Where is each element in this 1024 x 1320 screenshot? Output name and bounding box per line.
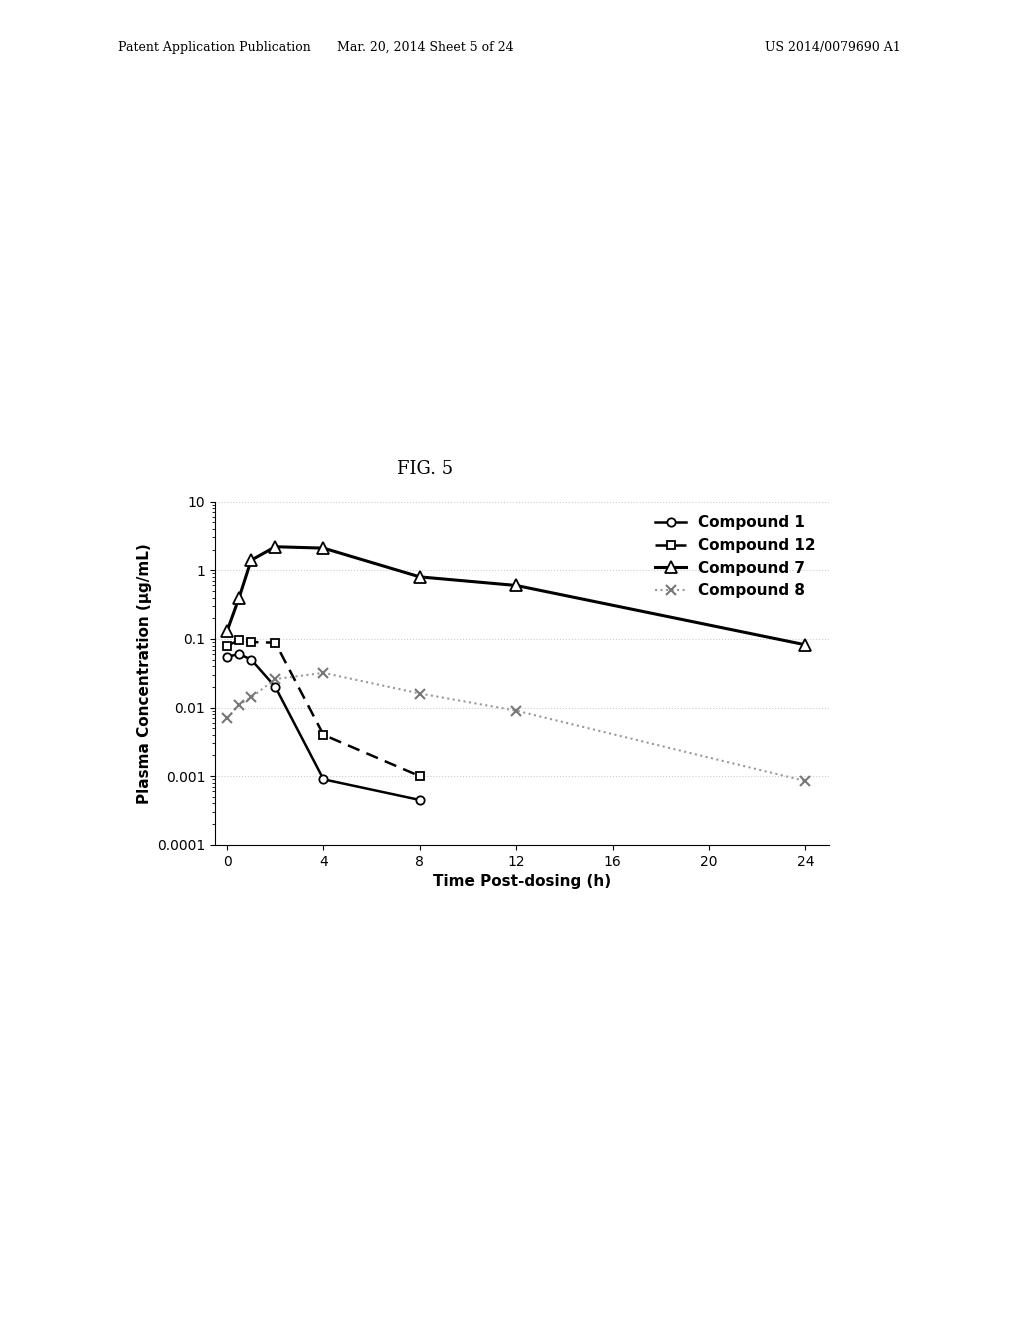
Compound 7 (269, 539, 282, 554)
Text: US 2014/0079690 A1: US 2014/0079690 A1 (765, 41, 901, 54)
Compound 12 (245, 634, 257, 649)
Line: Compound 12: Compound 12 (223, 636, 424, 780)
Text: FIG. 5: FIG. 5 (397, 459, 453, 478)
Compound 1 (221, 649, 233, 665)
Compound 7 (245, 552, 257, 568)
Compound 12 (414, 768, 426, 784)
Legend: Compound 1, Compound 12, Compound 7, Compound 8: Compound 1, Compound 12, Compound 7, Com… (649, 510, 822, 605)
Compound 8 (317, 665, 330, 681)
Compound 1 (414, 792, 426, 808)
Compound 7 (233, 590, 246, 606)
Compound 8 (245, 689, 257, 705)
Compound 8 (510, 702, 522, 718)
Compound 12 (233, 632, 246, 648)
Compound 8 (414, 685, 426, 701)
Compound 8 (269, 671, 282, 686)
Compound 7 (317, 540, 330, 556)
Compound 7 (221, 623, 233, 639)
Compound 8 (799, 774, 811, 789)
Compound 8 (221, 710, 233, 726)
Line: Compound 8: Compound 8 (222, 668, 810, 785)
Compound 8 (233, 697, 246, 713)
Text: Patent Application Publication: Patent Application Publication (118, 41, 310, 54)
Y-axis label: Plasma Concentration (μg/mL): Plasma Concentration (μg/mL) (136, 543, 152, 804)
X-axis label: Time Post-dosing (h): Time Post-dosing (h) (433, 874, 611, 890)
Compound 1 (233, 647, 246, 663)
Compound 12 (317, 727, 330, 743)
Compound 1 (317, 771, 330, 787)
Text: Mar. 20, 2014 Sheet 5 of 24: Mar. 20, 2014 Sheet 5 of 24 (337, 41, 513, 54)
Compound 7 (799, 636, 811, 652)
Compound 12 (269, 635, 282, 651)
Compound 7 (510, 578, 522, 594)
Compound 1 (269, 678, 282, 694)
Line: Compound 7: Compound 7 (221, 541, 811, 651)
Compound 1 (245, 652, 257, 668)
Line: Compound 1: Compound 1 (223, 649, 424, 804)
Compound 7 (414, 569, 426, 585)
Compound 12 (221, 638, 233, 653)
